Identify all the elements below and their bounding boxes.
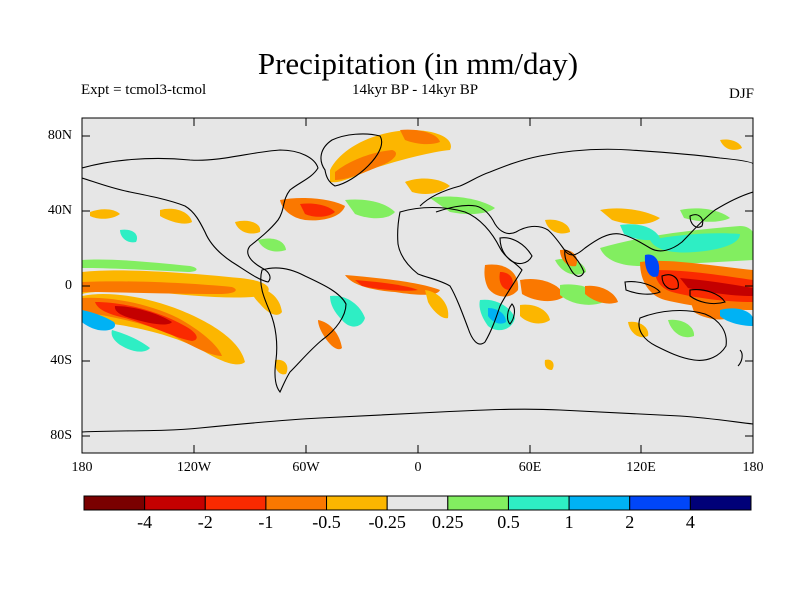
- colorbar-swatch-7: [507, 495, 570, 511]
- colorbar-swatch-3: [265, 495, 328, 511]
- lon-label-60e: 60E: [518, 460, 542, 475]
- lon-label-120w: 120W: [176, 460, 212, 475]
- season-label: DJF: [728, 86, 754, 102]
- colorbar-label-7: 1: [564, 512, 574, 532]
- precip-anomaly-field: [82, 129, 753, 375]
- colorbar-label-1: -2: [197, 512, 213, 532]
- colorbar-label-0: -4: [137, 512, 153, 532]
- colorbar-label-6: 0.5: [497, 512, 520, 532]
- colorbar-swatch-0: [83, 495, 146, 511]
- lon-label-120e: 120E: [626, 460, 656, 475]
- colorbar-swatch-1: [144, 495, 206, 511]
- colorbar-swatch-9: [629, 495, 691, 511]
- lon-label-180w: 180: [71, 460, 93, 475]
- lon-label-0: 0: [414, 460, 422, 475]
- colorbar-label-4: -0.25: [368, 512, 406, 532]
- lon-label-60w: 60W: [292, 460, 320, 475]
- colorbar-swatch-10: [689, 495, 752, 511]
- colorbar-label-3: -0.5: [312, 512, 341, 532]
- colorbar-swatch-5: [386, 495, 449, 511]
- lon-label-180e: 180: [742, 460, 764, 475]
- colorbar-label-8: 2: [625, 512, 635, 532]
- colorbar-swatch-4: [326, 495, 388, 511]
- land-outlines: [82, 133, 753, 433]
- lat-label-80n: 80N: [47, 128, 72, 143]
- period-label: 14kyr BP - 14kyr BP: [351, 82, 479, 98]
- lat-label-40s: 40S: [50, 353, 72, 368]
- colorbar-swatch-8: [568, 495, 631, 511]
- colorbar: [83, 495, 752, 511]
- experiment-label: Expt = tcmol3-tcmol: [81, 82, 207, 98]
- colorbar-label-5: 0.25: [432, 512, 464, 532]
- colorbar-label-9: 4: [685, 512, 695, 532]
- lat-label-80s: 80S: [50, 428, 72, 443]
- axis-ticks: [82, 118, 753, 453]
- lat-label-40n: 40N: [47, 203, 72, 218]
- map-title: Precipitation (in mm/day): [257, 46, 579, 81]
- lat-label-equator: 0: [65, 278, 72, 293]
- colorbar-swatch-6: [447, 495, 509, 511]
- colorbar-label-2: -1: [258, 512, 274, 532]
- colorbar-swatch-2: [204, 495, 267, 511]
